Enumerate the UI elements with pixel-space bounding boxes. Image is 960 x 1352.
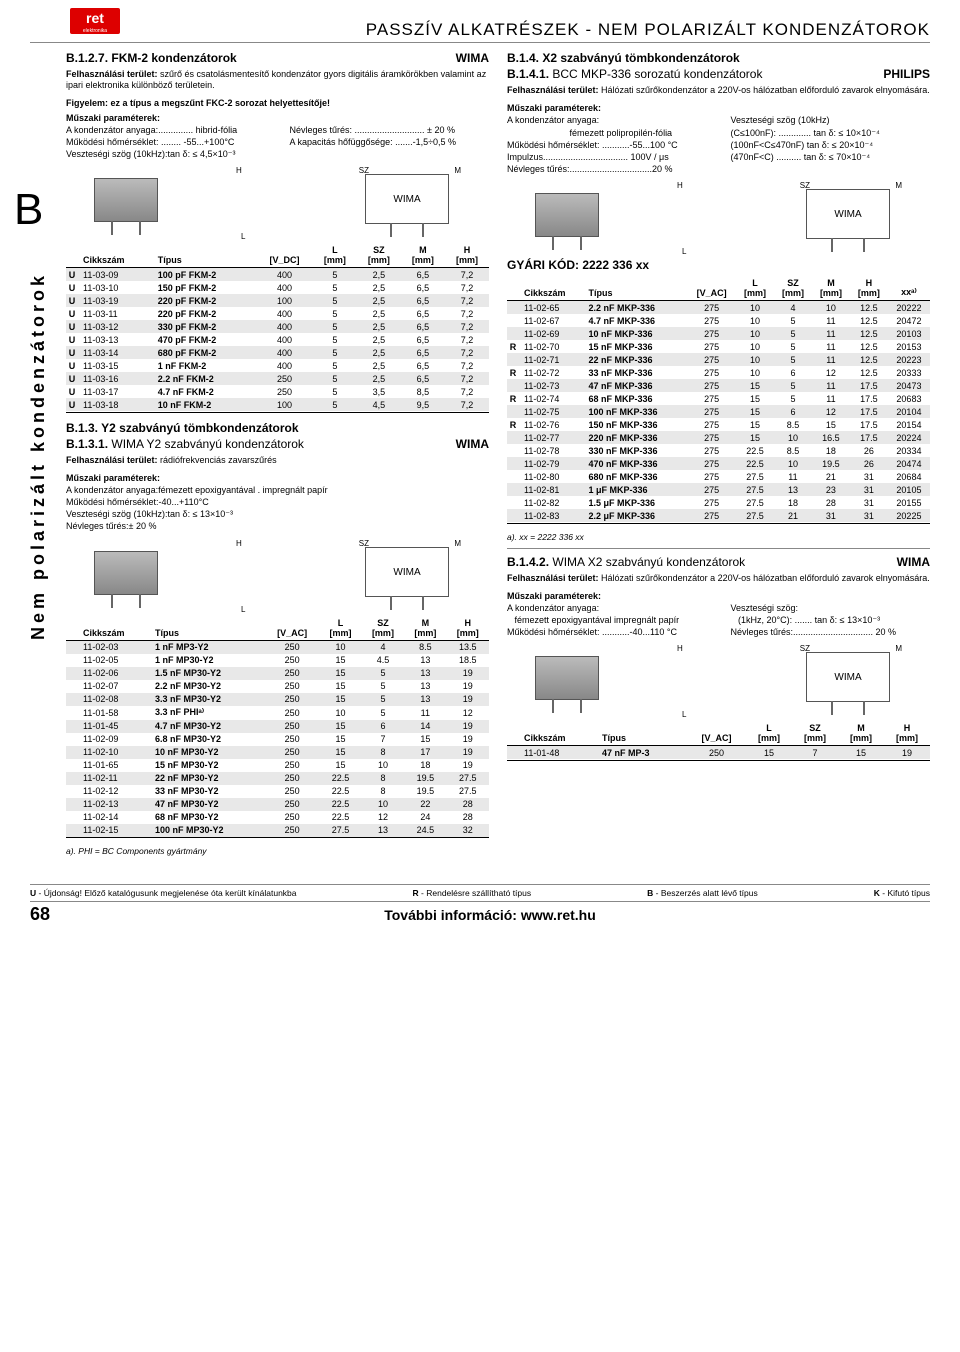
brand-wima: WIMA xyxy=(456,51,489,65)
table-row: 11-02-072.2 nF MP30-Y22501551319 xyxy=(66,680,489,693)
side-label: Nem polarizált kondenzátorok xyxy=(28,272,49,640)
table-row: 11-02-7347 nF MKP-3362751551117.520473 xyxy=(507,379,930,392)
section-b142-title: B.1.4.2. WIMA X2 szabványú kondenzátorok… xyxy=(507,548,930,569)
s1-table: Cikkszám Típus [V_DC] L [mm] SZ [mm] M [… xyxy=(66,243,489,413)
s2-table: Cikkszám Típus [V_AC] L [mm] SZ [mm] M [… xyxy=(66,616,489,839)
table-row: 11-02-1347 nF MP30-Y225022.5102228 xyxy=(66,798,489,811)
table-row: U11-03-13470 pF FKM-240052,56,57,2 xyxy=(66,333,489,346)
table-row: 11-02-051 nF MP30-Y2250154.51318.5 xyxy=(66,654,489,667)
table-row: 11-02-15100 nF MP30-Y225027.51324.532 xyxy=(66,824,489,837)
table-row: 11-02-821.5 μF MKP-33627527.518283120155 xyxy=(507,496,930,509)
table-row: 11-02-1233 nF MP30-Y225022.5819.527.5 xyxy=(66,785,489,798)
table-row: 11-02-832.2 μF MKP-33627527.521313120225 xyxy=(507,509,930,522)
table-row: 11-02-77220 nF MKP-336275151016.517.5202… xyxy=(507,431,930,444)
table-row: R11-02-7468 nF MKP-3362751551117.520683 xyxy=(507,392,930,405)
table-row: 11-02-811 μF MKP-33627527.513233120105 xyxy=(507,483,930,496)
factory-code: GYÁRI KÓD: 2222 336 xx xyxy=(507,258,930,272)
table-row: U11-03-14680 pF FKM-240052,56,57,2 xyxy=(66,346,489,359)
table-row: 11-02-80680 nF MKP-33627527.511213120684 xyxy=(507,470,930,483)
brand-wima-2: WIMA xyxy=(456,437,489,451)
table-row: 11-02-674.7 nF MKP-3362751051112.520472 xyxy=(507,314,930,327)
s2-diagram: WIMA SZ H M L xyxy=(66,539,489,614)
section-b141-title: B.1.4.1. BCC MKP-336 sorozatú kondenzáto… xyxy=(507,67,930,81)
s3-table: Cikkszám Típus [V_AC] L [mm] SZ [mm] M [… xyxy=(507,276,930,524)
table-row: 11-01-6515 nF MP30-Y225015101819 xyxy=(66,759,489,772)
s4-desc: Felhasználási terület: Hálózati szűrőkon… xyxy=(507,573,930,584)
table-row: 11-02-78330 nF MKP-33627522.58.518262033… xyxy=(507,444,930,457)
section-b131-title: B.1.3.1. WIMA Y2 szabványú kondenzátorok… xyxy=(66,437,489,451)
table-row: 11-02-79470 nF MKP-33627522.51019.526204… xyxy=(507,457,930,470)
table-row: 11-02-75100 nF MKP-3362751561217.520104 xyxy=(507,405,930,418)
table-row: 11-01-583.3 nF PHIᵃ⁾2501051112 xyxy=(66,706,489,720)
table-row: U11-03-10150 pF FKM-240052,56,57,2 xyxy=(66,281,489,294)
page-number: 68 xyxy=(30,904,50,925)
section-b127-title: B.1.2.7. FKM-2 kondenzátorok WIMA xyxy=(66,51,489,65)
s4-params: Műszaki paraméterek: A kondenzátor anyag… xyxy=(507,590,930,639)
table-row: U11-03-09100 pF FKM-240052,56,57,2 xyxy=(66,268,489,282)
footer-url: További információ: www.ret.hu xyxy=(50,907,930,923)
table-row: U11-03-12330 pF FKM-240052,56,57,2 xyxy=(66,320,489,333)
table-row: 11-02-083.3 nF MP30-Y22501551319 xyxy=(66,693,489,706)
brand-wima-3: WIMA xyxy=(897,555,930,569)
table-row: R11-02-76150 nF MKP-336275158.51517.5201… xyxy=(507,418,930,431)
s2-params: Műszaki paraméterek: A kondenzátor anyag… xyxy=(66,472,489,533)
s3-footnote: a). xx = 2222 336 xx xyxy=(507,532,930,542)
table-row: U11-03-19220 pF FKM-210052,56,57,2 xyxy=(66,294,489,307)
table-row: 11-01-454.7 nF MP30-Y22501561419 xyxy=(66,720,489,733)
s4-diagram: WIMA SZ H M L xyxy=(507,644,930,719)
table-row: 11-02-1010 nF MP30-Y22501581719 xyxy=(66,746,489,759)
section-letter: B xyxy=(14,185,43,235)
legend-b: - Beszerzés alatt lévő típus xyxy=(653,888,757,898)
table-row: 11-02-096.8 nF MP30-Y22501571519 xyxy=(66,733,489,746)
legend-k: - Kifutó típus xyxy=(880,888,930,898)
s2-footnote: a). PHI = BC Components gyártmány xyxy=(66,846,489,856)
section-b14-title: B.1.4. X2 szabványú tömbkondenzátorok xyxy=(507,51,930,65)
table-row: 11-01-4847 nF MP-32501571519 xyxy=(507,746,930,760)
table-row: 11-02-031 nF MP3-Y22501048.513.5 xyxy=(66,640,489,654)
section-b13-title: B.1.3. Y2 szabványú tömbkondenzátorok xyxy=(66,421,489,435)
legend-u: - Újdonság! Előző katalógusunk megjelené… xyxy=(36,888,296,898)
s2-desc: Felhasználási terület: rádiófrekvenciás … xyxy=(66,455,489,466)
table-row: 11-02-1468 nF MP30-Y225022.5122428 xyxy=(66,811,489,824)
brand-logo: ret xyxy=(70,8,120,34)
table-row: U11-03-162.2 nF FKM-225052,56,57,2 xyxy=(66,372,489,385)
s1-note: Figyelem: ez a típus a megszűnt FKC-2 so… xyxy=(66,98,489,108)
brand-philips: PHILIPS xyxy=(883,67,930,81)
legend-r: - Rendelésre szállítható típus xyxy=(419,888,531,898)
table-row: 11-02-652.2 nF MKP-3362751041012.520222 xyxy=(507,301,930,315)
s1-params: Műszaki paraméterek: A kondenzátor anyag… xyxy=(66,112,489,161)
table-row: U11-03-11220 pF FKM-240052,56,57,2 xyxy=(66,307,489,320)
legend: U - Újdonság! Előző katalógusunk megjele… xyxy=(30,884,930,902)
s1-desc: Felhasználási terület: szűrő és csatolás… xyxy=(66,69,489,92)
s3-desc: Felhasználási terület: Hálózati szűrőkon… xyxy=(507,85,930,96)
table-row: U11-03-1810 nF FKM-210054,59,57,2 xyxy=(66,398,489,411)
table-row: 11-02-061.5 nF MP30-Y22501551319 xyxy=(66,667,489,680)
s3-diagram: WIMA SZ H M L xyxy=(507,181,930,256)
table-row: 11-02-6910 nF MKP-3362751051112.520103 xyxy=(507,327,930,340)
table-row: R11-02-7015 nF MKP-3362751051112.520153 xyxy=(507,340,930,353)
table-row: 11-02-7122 nF MKP-3362751051112.520223 xyxy=(507,353,930,366)
table-row: R11-02-7233 nF MKP-3362751061212.520333 xyxy=(507,366,930,379)
page-title: PASSZÍV ALKATRÉSZEK - NEM POLARIZÁLT KON… xyxy=(30,20,930,43)
s3-params: Műszaki paraméterek: A kondenzátor anyag… xyxy=(507,102,930,175)
table-row: U11-03-151 nF FKM-240052,56,57,2 xyxy=(66,359,489,372)
table-row: 11-02-1122 nF MP30-Y225022.5819.527.5 xyxy=(66,772,489,785)
s1-diagram: WIMA SZ H M L xyxy=(66,166,489,241)
s4-table: Cikkszám Típus [V_AC] L [mm] SZ [mm] M [… xyxy=(507,721,930,761)
table-row: U11-03-174.7 nF FKM-225053,58,57,2 xyxy=(66,385,489,398)
